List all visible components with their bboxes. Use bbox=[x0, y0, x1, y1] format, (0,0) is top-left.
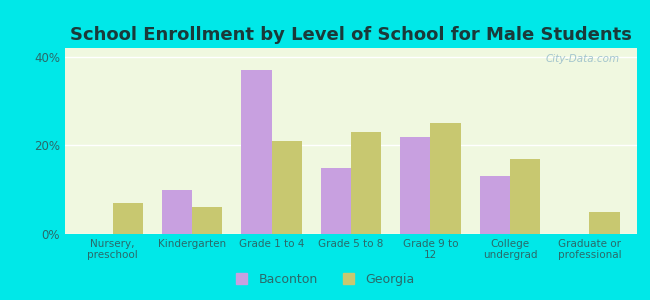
Bar bbox=[590, 212, 619, 234]
Bar bbox=[480, 176, 510, 234]
Legend: Baconton, Georgia: Baconton, Georgia bbox=[231, 268, 419, 291]
Bar bbox=[400, 136, 430, 234]
Text: City-Data.com: City-Data.com bbox=[546, 54, 620, 64]
Bar bbox=[162, 190, 192, 234]
Bar bbox=[321, 168, 351, 234]
Title: School Enrollment by Level of School for Male Students: School Enrollment by Level of School for… bbox=[70, 26, 632, 44]
Bar bbox=[510, 159, 540, 234]
Bar bbox=[241, 70, 272, 234]
Bar bbox=[272, 141, 302, 234]
Bar bbox=[192, 207, 222, 234]
Bar bbox=[351, 132, 381, 234]
Bar bbox=[112, 203, 143, 234]
Bar bbox=[430, 123, 461, 234]
